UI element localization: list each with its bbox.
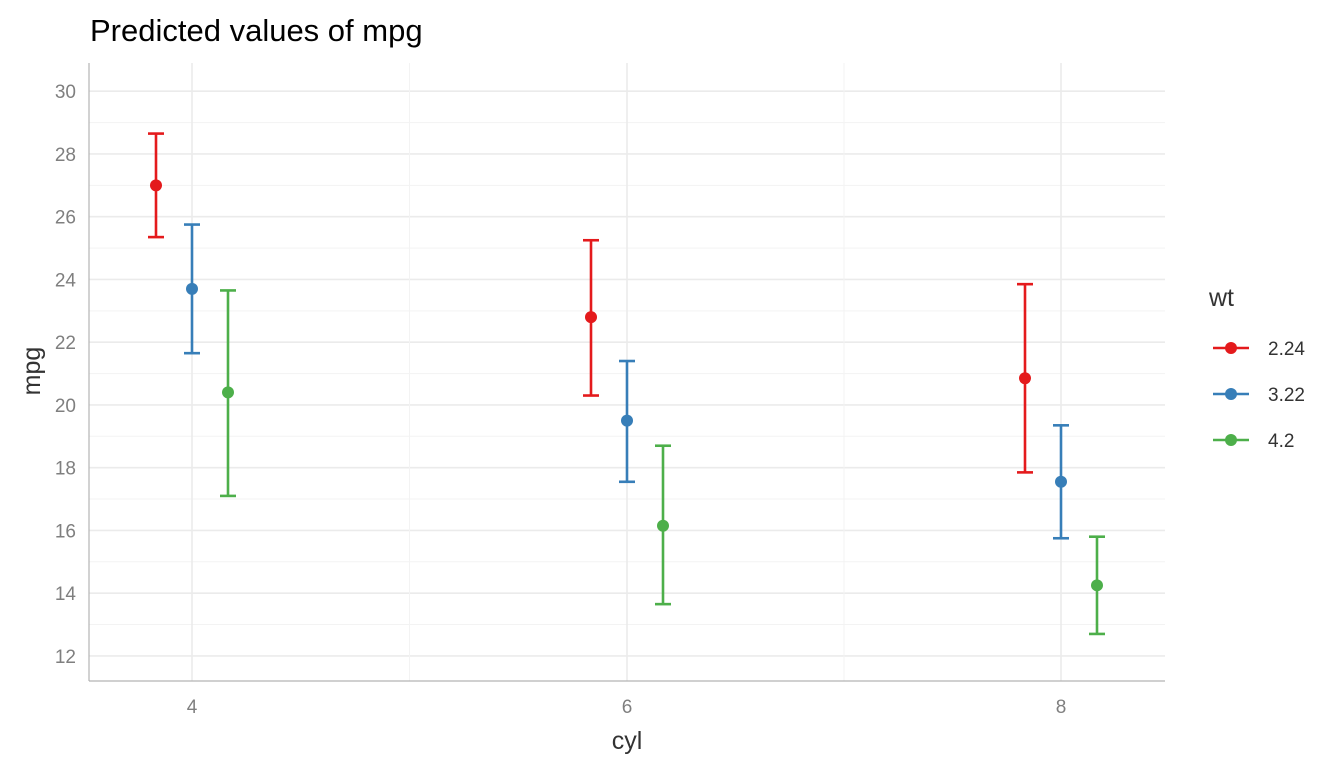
data-point bbox=[1055, 475, 1067, 488]
grid bbox=[89, 63, 1165, 681]
legend-label: 3.22 bbox=[1268, 385, 1305, 406]
chart-title: Predicted values of mpg bbox=[90, 13, 423, 48]
series-2-24 bbox=[148, 132, 1033, 474]
series-4-2 bbox=[220, 289, 1105, 636]
y-tick-label: 28 bbox=[55, 145, 76, 166]
y-tick-label: 16 bbox=[55, 521, 76, 542]
data-point bbox=[621, 414, 633, 427]
x-tick-labels: 4 6 8 bbox=[187, 697, 1067, 718]
y-tick-label: 18 bbox=[55, 459, 76, 480]
y-tick-label: 30 bbox=[55, 82, 76, 103]
legend-title: wt bbox=[1208, 284, 1234, 312]
data-point bbox=[150, 179, 162, 192]
data-series bbox=[148, 132, 1105, 636]
y-axis-title: mpg bbox=[18, 347, 46, 396]
x-tick-label: 4 bbox=[187, 697, 198, 718]
data-point bbox=[222, 386, 234, 399]
data-point bbox=[186, 282, 198, 295]
legend-item: 3.22 bbox=[1213, 385, 1305, 406]
legend-item: 4.2 bbox=[1213, 431, 1294, 452]
y-tick-label: 14 bbox=[55, 584, 77, 605]
x-tick-label: 6 bbox=[622, 697, 633, 718]
x-axis-title: cyl bbox=[612, 727, 643, 755]
data-point bbox=[1091, 579, 1103, 592]
series-3-22 bbox=[184, 223, 1069, 540]
data-point bbox=[657, 519, 669, 532]
y-tick-label: 22 bbox=[55, 333, 76, 354]
data-point bbox=[585, 311, 597, 324]
legend-key-point bbox=[1225, 388, 1237, 400]
axes bbox=[88, 63, 1165, 682]
y-tick-label: 24 bbox=[55, 270, 77, 291]
data-point bbox=[1019, 372, 1031, 385]
legend-label: 4.2 bbox=[1268, 431, 1294, 452]
legend-key-point bbox=[1225, 434, 1237, 446]
legend-item: 2.24 bbox=[1213, 339, 1305, 360]
legend-label: 2.24 bbox=[1268, 339, 1305, 360]
y-tick-label: 12 bbox=[55, 647, 76, 668]
y-tick-label: 20 bbox=[55, 396, 76, 417]
x-tick-label: 8 bbox=[1056, 697, 1067, 718]
y-tick-label: 26 bbox=[55, 208, 76, 229]
legend-key-point bbox=[1225, 342, 1237, 354]
legend: wt 2.24 3.22 4.2 bbox=[1208, 284, 1305, 452]
y-tick-labels: 12 14 16 18 20 22 24 26 28 30 bbox=[55, 82, 77, 668]
